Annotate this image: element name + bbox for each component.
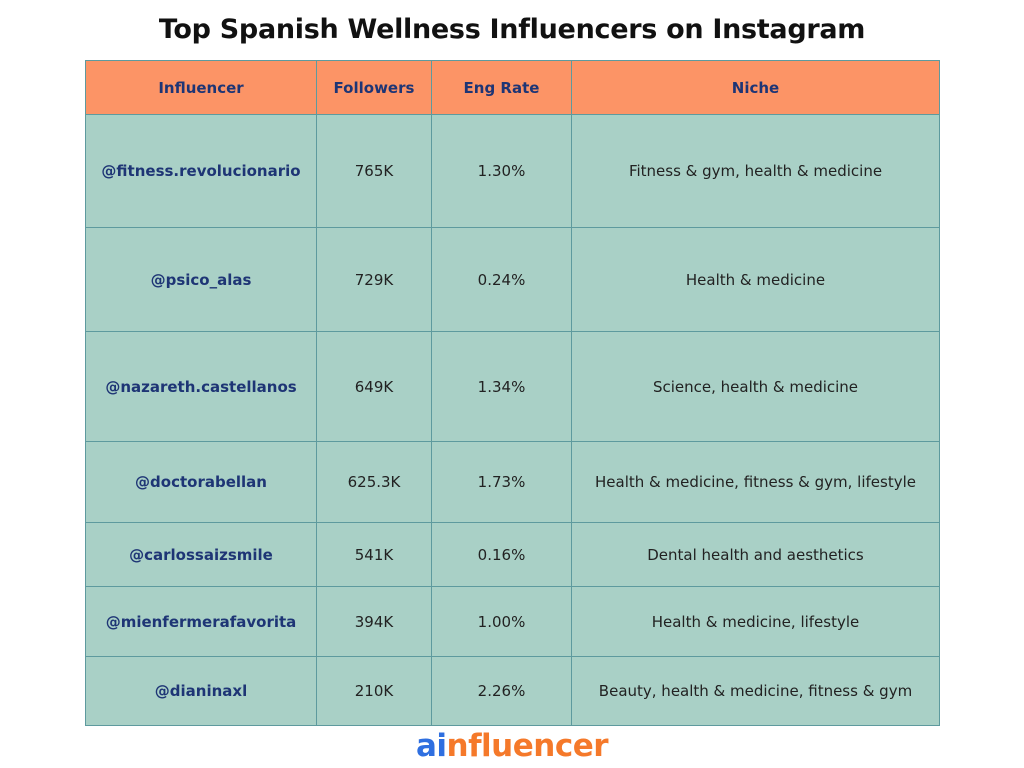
- influencer-table: Influencer Followers Eng Rate Niche @fitnes…: [85, 60, 940, 726]
- table-cell: 541K: [316, 522, 432, 587]
- table-cell: 394K: [316, 586, 432, 657]
- column-header: Influencer: [85, 60, 317, 115]
- logo-part: nfluencer: [446, 728, 609, 764]
- table-row: @doctorabellan 625.3K 1.73% Health & medici…: [85, 441, 940, 523]
- table-cell: 1.30%: [431, 114, 572, 228]
- table-row: @fitness.revolucionario 765K 1.30% Fitness …: [85, 114, 940, 228]
- table-cell: Beauty, health & medicine, fitness & gym: [571, 656, 940, 726]
- logo: ainfluencer: [0, 728, 1024, 764]
- table-cell: Fitness & gym, health & medicine: [571, 114, 940, 228]
- table-cell: Health & medicine, lifestyle: [571, 586, 940, 657]
- table-cell: 1.00%: [431, 586, 572, 657]
- table-cell: Science, health & medicine: [571, 331, 940, 442]
- table-cell: 765K: [316, 114, 432, 228]
- table-row: @dianinaxl 210K 2.26% Beauty, health & medi…: [85, 656, 940, 726]
- table-cell: 0.16%: [431, 522, 572, 587]
- influencer-cell: @nazareth.castellanos: [85, 331, 317, 442]
- table-cell: 1.73%: [431, 441, 572, 523]
- table-cell: Health & medicine: [571, 227, 940, 332]
- influencer-cell: @fitness.revolucionario: [85, 114, 317, 228]
- influencer-cell: @psico_alas: [85, 227, 317, 332]
- logo-part: ai: [415, 728, 447, 764]
- column-header: Eng Rate: [431, 60, 572, 115]
- table-cell: Dental health and aesthetics: [571, 522, 940, 587]
- influencer-cell: @doctorabellan: [85, 441, 317, 523]
- table-cell: 649K: [316, 331, 432, 442]
- influencer-cell: @mienfermerafavorita: [85, 586, 317, 657]
- table-cell: 210K: [316, 656, 432, 726]
- table-cell: 1.34%: [431, 331, 572, 442]
- table-cell: 0.24%: [431, 227, 572, 332]
- table-cell: 2.26%: [431, 656, 572, 726]
- title: Top Spanish Wellness Influencers on Inst…: [158, 14, 866, 45]
- table-cell: 729K: [316, 227, 432, 332]
- table-row: @mienfermerafavorita 394K 1.00% Health & me…: [85, 586, 940, 657]
- table-row: @carlossaizsmile 541K 0.16% Dental health a…: [85, 522, 940, 587]
- column-header: Followers: [316, 60, 432, 115]
- influencer-cell: @carlossaizsmile: [85, 522, 317, 587]
- table-row: @nazareth.castellanos 649K 1.34% Science, h…: [85, 331, 940, 442]
- header-row: Influencer Followers Eng Rate Niche: [85, 60, 940, 115]
- table-cell: Health & medicine, fitness & gym, lifest…: [571, 441, 940, 523]
- table-cell: 625.3K: [316, 441, 432, 523]
- influencer-cell: @dianinaxl: [85, 656, 317, 726]
- table-row: @psico_alas 729K 0.24% Health & medicine: [85, 227, 940, 332]
- column-header: Niche: [571, 60, 940, 115]
